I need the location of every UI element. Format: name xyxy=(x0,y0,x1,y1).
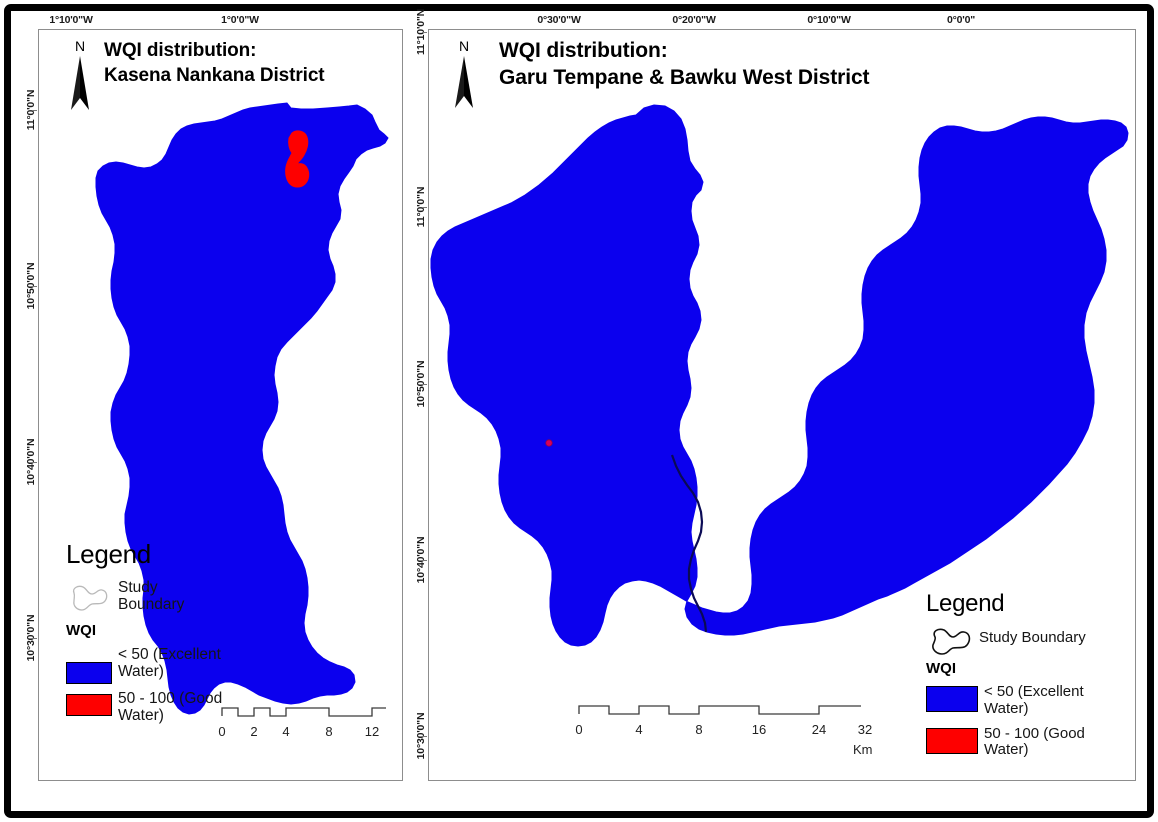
panel-right: 0°30'0"W 0°20'0"W 0°10'0"W 0°0'0" 11°10'… xyxy=(404,9,1146,808)
right-wqi-good-point xyxy=(545,439,553,447)
left-legend-wqi-label: WQI xyxy=(66,621,96,639)
left-scalebar-tick-3: 8 xyxy=(325,724,333,739)
right-y-tick-0 xyxy=(422,32,427,33)
left-legend-boundary-row: Study Boundary xyxy=(66,579,241,614)
right-x-axis-label-2: 0°10'0"W xyxy=(807,14,851,26)
right-scalebar-unit: Km xyxy=(853,742,873,757)
study-boundary-icon xyxy=(72,585,108,611)
left-wqi-good-patch xyxy=(285,130,310,188)
right-district-polygon xyxy=(430,104,1129,647)
right-x-axis-label-1: 0°20'0"W xyxy=(672,14,716,26)
left-legend-boundary-label: Study Boundary xyxy=(118,579,185,614)
right-x-axis-label-3: 0°0'0" xyxy=(947,14,975,26)
left-legend-class-row-0: < 50 (Excellent Water) xyxy=(66,646,241,684)
left-scalebar-tick-0: 0 xyxy=(218,724,226,739)
study-boundary-icon xyxy=(932,628,971,655)
north-arrow-label: N xyxy=(74,38,86,54)
left-scalebar-unit: Km xyxy=(401,748,402,763)
left-scalebar-tick-1: 2 xyxy=(250,724,258,739)
panel-left: 1°10'0"W 1°0'0"W 11°0'0"N 10°50'0"N 10°4… xyxy=(14,12,406,808)
right-map-title-line1: WQI distribution: xyxy=(499,39,668,62)
right-legend-boundary-label: Study Boundary xyxy=(979,629,1086,646)
right-scalebar-tick-4: 24 xyxy=(811,722,827,737)
left-map-title-line1: WQI distribution: xyxy=(104,40,257,61)
left-legend-swatch-good xyxy=(66,693,112,716)
right-legend-class-label-1: 50 - 100 (Good Water) xyxy=(984,724,1085,759)
right-legend-class-label-0: < 50 (Excellent Water) xyxy=(984,683,1084,717)
right-scalebar-tick-1: 4 xyxy=(635,722,643,737)
right-scalebar-tick-0: 0 xyxy=(575,722,583,737)
left-scalebar-graphic xyxy=(221,707,386,717)
left-y-tick-0 xyxy=(32,110,37,111)
right-legend-class-row-0: < 50 (Excellent Water) xyxy=(926,683,1135,718)
right-legend-wqi-label: WQI xyxy=(926,660,956,677)
left-legend: Legend Study Boundary WQI < 50 (Excellen… xyxy=(66,541,241,724)
right-legend-swatch-excellent xyxy=(926,686,978,712)
left-legend-swatch-excellent xyxy=(66,661,112,684)
left-map-neatline: N WQI distribution: Kasena Nankana Distr… xyxy=(38,29,403,781)
right-legend: Legend Study Boundary WQI < 50 (Excellen… xyxy=(926,590,1135,760)
right-map-neatline: N WQI distribution: Garu Tempane & Bawku… xyxy=(428,29,1136,781)
left-map-canvas xyxy=(95,102,389,715)
north-arrow-icon xyxy=(455,56,473,108)
right-scalebar-tick-2: 8 xyxy=(695,722,703,737)
left-scalebar-tick-4: 12 xyxy=(364,724,380,739)
right-map-title-line2: Garu Tempane & Bawku West District xyxy=(499,66,870,89)
right-y-tick-3 xyxy=(422,560,427,561)
left-legend-class-label-0: < 50 (Excellent Water) xyxy=(118,645,221,681)
left-scalebar: 0 2 4 8 12 16 Km xyxy=(218,702,402,763)
left-district-polygon xyxy=(95,102,389,715)
right-scalebar: 0 4 8 16 24 32 Km xyxy=(575,700,873,760)
north-arrow-label: N xyxy=(458,38,470,54)
left-y-tick-1 xyxy=(32,286,37,287)
right-scalebar-tick-3: 16 xyxy=(751,722,767,737)
right-y-tick-4 xyxy=(422,736,427,737)
right-x-axis-label-0: 0°30'0"W xyxy=(537,14,581,26)
left-y-tick-3 xyxy=(32,638,37,639)
right-map-canvas xyxy=(430,104,1129,647)
right-y-tick-1 xyxy=(422,207,427,208)
right-y-tick-2 xyxy=(422,384,427,385)
left-map-title-line2: Kasena Nankana District xyxy=(104,65,325,86)
right-scalebar-tick-5: 32 xyxy=(857,722,873,737)
left-x-axis-label-1: 1°0'0"W xyxy=(221,14,259,26)
right-legend-swatch-good xyxy=(926,727,978,754)
right-legend-title: Legend xyxy=(926,590,1005,617)
left-legend-class-label-1: 50 - 100 (Good Water) xyxy=(118,689,223,725)
left-north-arrow: N xyxy=(65,39,95,114)
left-y-tick-2 xyxy=(32,462,37,463)
left-legend-title: Legend xyxy=(66,539,151,569)
right-scalebar-graphic xyxy=(578,705,861,715)
north-arrow-icon xyxy=(71,56,89,110)
left-x-axis-label-0: 1°10'0"W xyxy=(49,14,93,26)
left-scalebar-tick-2: 4 xyxy=(282,724,290,739)
right-internal-district-boundary xyxy=(670,454,708,633)
right-legend-class-row-1: 50 - 100 (Good Water) xyxy=(926,724,1135,760)
right-north-arrow: N xyxy=(449,39,479,112)
right-legend-boundary-row: Study Boundary xyxy=(926,624,1135,656)
left-legend-class-row-1: 50 - 100 (Good Water) xyxy=(66,690,241,725)
